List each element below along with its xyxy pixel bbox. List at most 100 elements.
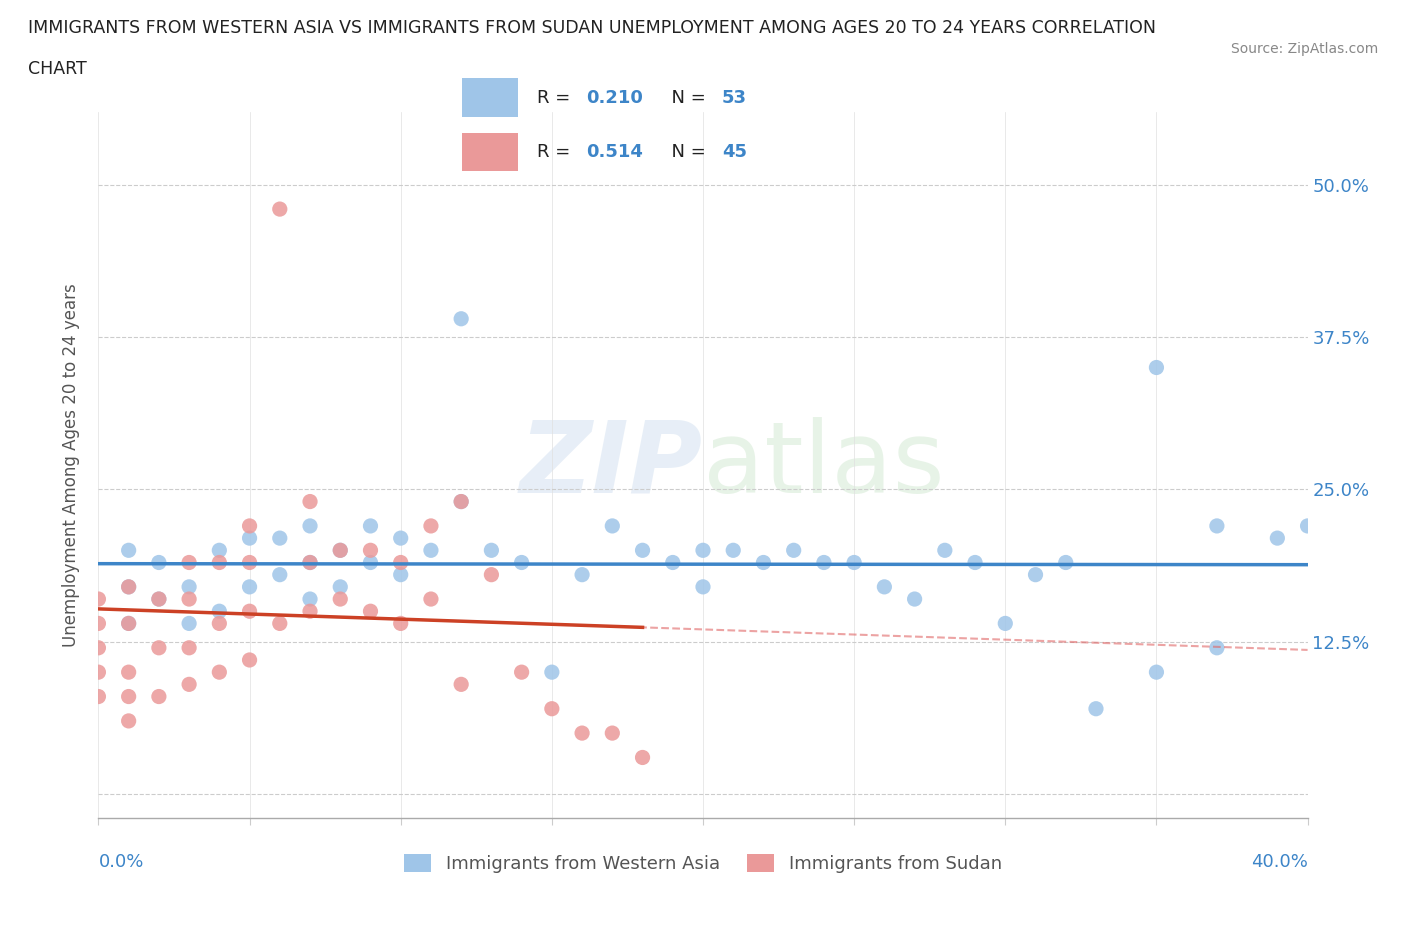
Point (118, 616, 141, 631)
Point (299, 555, 322, 570)
Point (420, 519, 443, 534)
Point (118, 579, 141, 594)
Point (450, 494, 472, 509)
Point (631, 750, 654, 764)
Point (118, 543, 141, 558)
Point (239, 531, 262, 546)
Point (299, 494, 322, 509)
Point (329, 543, 352, 558)
Point (118, 579, 141, 594)
Point (299, 604, 322, 618)
Text: R =: R = (537, 88, 575, 107)
Point (510, 555, 533, 570)
Point (329, 579, 352, 594)
Point (179, 616, 201, 631)
Point (208, 543, 231, 558)
Point (179, 555, 201, 570)
Point (813, 555, 835, 570)
FancyBboxPatch shape (463, 133, 517, 171)
Point (389, 567, 412, 582)
Point (1206, 519, 1229, 534)
Point (571, 567, 593, 582)
Text: N =: N = (661, 88, 711, 107)
Point (360, 543, 382, 558)
Text: Source: ZipAtlas.com: Source: ZipAtlas.com (1230, 42, 1378, 56)
Point (299, 519, 322, 534)
Point (118, 616, 141, 631)
Point (692, 543, 714, 558)
Text: N =: N = (661, 143, 711, 161)
Point (179, 579, 201, 594)
Point (148, 555, 170, 570)
Point (87, 591, 110, 606)
Point (239, 604, 262, 618)
Point (1144, 665, 1167, 680)
Point (329, 543, 352, 558)
Point (118, 713, 141, 728)
Point (360, 519, 382, 534)
Legend: Immigrants from Western Asia, Immigrants from Sudan: Immigrants from Western Asia, Immigrants… (405, 854, 1001, 873)
Point (420, 543, 443, 558)
Point (481, 543, 503, 558)
Text: 40.0%: 40.0% (1251, 853, 1308, 871)
Point (179, 641, 201, 656)
Point (752, 555, 775, 570)
Text: 45: 45 (723, 143, 747, 161)
Point (420, 591, 443, 606)
Y-axis label: Unemployment Among Ages 20 to 24 years: Unemployment Among Ages 20 to 24 years (62, 283, 80, 647)
Point (208, 616, 231, 631)
Point (934, 543, 956, 558)
Point (148, 689, 170, 704)
Point (299, 555, 322, 570)
Point (239, 653, 262, 668)
Point (179, 677, 201, 692)
Point (148, 591, 170, 606)
Point (360, 555, 382, 570)
Point (269, 567, 291, 582)
Point (269, 616, 291, 631)
Point (87, 665, 110, 680)
Point (602, 519, 624, 534)
Point (965, 555, 987, 570)
Point (299, 591, 322, 606)
Point (1024, 567, 1046, 582)
Point (450, 677, 472, 692)
Point (148, 591, 170, 606)
Point (873, 579, 896, 594)
Point (994, 616, 1017, 631)
Point (208, 665, 231, 680)
Point (510, 665, 533, 680)
Point (1054, 555, 1077, 570)
Point (1267, 531, 1289, 546)
Text: 0.514: 0.514 (586, 143, 643, 161)
Point (148, 641, 170, 656)
Point (844, 555, 866, 570)
Point (723, 543, 745, 558)
Point (87, 616, 110, 631)
Text: R =: R = (537, 143, 575, 161)
Point (1206, 641, 1229, 656)
Text: ZIP: ZIP (520, 417, 703, 513)
Point (118, 689, 141, 704)
Point (661, 555, 683, 570)
Point (208, 555, 231, 570)
Point (329, 591, 352, 606)
Point (631, 543, 654, 558)
Point (269, 531, 291, 546)
FancyBboxPatch shape (463, 78, 517, 117)
Point (450, 494, 472, 509)
Point (179, 591, 201, 606)
Point (360, 604, 382, 618)
Point (783, 543, 806, 558)
Point (692, 579, 714, 594)
Point (602, 725, 624, 740)
Point (1296, 519, 1319, 534)
Point (118, 665, 141, 680)
Point (1085, 701, 1108, 716)
Point (87, 689, 110, 704)
Point (904, 591, 927, 606)
Text: 0.0%: 0.0% (98, 853, 143, 871)
Point (239, 555, 262, 570)
Point (540, 665, 562, 680)
Point (389, 616, 412, 631)
